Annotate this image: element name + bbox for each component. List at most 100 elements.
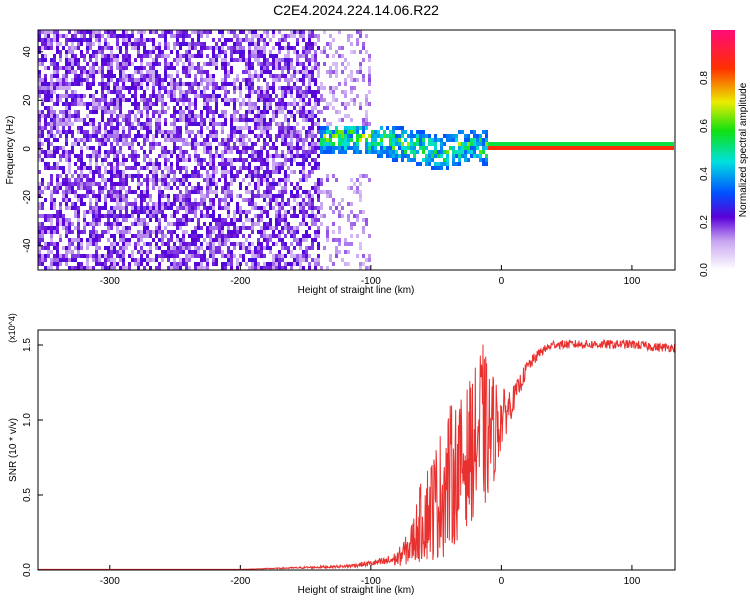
spectrogram-cell bbox=[68, 126, 71, 130]
spectrogram-cell bbox=[110, 178, 113, 182]
spectrogram-cell bbox=[302, 258, 305, 262]
spectrogram-cell bbox=[149, 130, 152, 134]
spectrogram-cell bbox=[263, 30, 266, 34]
spectrogram-cell bbox=[41, 214, 44, 218]
spectrogram-cell bbox=[98, 42, 101, 46]
spectrogram-cell bbox=[176, 250, 179, 254]
spectrogram-cell bbox=[557, 146, 560, 150]
spectrogram-cell bbox=[56, 226, 59, 230]
spectrogram-cell bbox=[341, 206, 344, 210]
spectrogram-cell bbox=[266, 238, 269, 242]
spectrogram-cell bbox=[194, 90, 197, 94]
spectrogram-cell bbox=[287, 110, 290, 114]
spectrogram-cell bbox=[158, 166, 161, 170]
spectrogram-cell bbox=[278, 206, 281, 210]
spectrogram-cell bbox=[359, 138, 362, 142]
spectrogram-cell bbox=[122, 234, 125, 238]
spectrogram-cell bbox=[80, 178, 83, 182]
spectrogram-cell bbox=[173, 242, 176, 246]
spectrogram-cell bbox=[323, 150, 326, 154]
spectrogram-cell bbox=[569, 142, 572, 146]
spectrogram-cell bbox=[203, 30, 206, 34]
spectrogram-cell bbox=[305, 250, 308, 254]
spectrogram-cell bbox=[125, 158, 128, 162]
spectrogram-cell bbox=[50, 46, 53, 50]
spectrogram-cell bbox=[278, 106, 281, 110]
spectrogram-cell bbox=[95, 262, 98, 266]
spectrogram-cell bbox=[116, 58, 119, 62]
spectrogram-cell bbox=[548, 142, 551, 146]
spectrogram-cell bbox=[107, 90, 110, 94]
spectrogram-cell bbox=[137, 78, 140, 82]
spectrogram-cell bbox=[104, 266, 107, 270]
spectrogram-cell bbox=[137, 30, 140, 34]
spectrogram-cell bbox=[188, 118, 191, 122]
spectrogram-cell bbox=[101, 50, 104, 54]
spectrogram-cell bbox=[425, 146, 428, 150]
spectrogram-cell bbox=[200, 122, 203, 126]
spectrogram-cell bbox=[104, 154, 107, 158]
spectrogram-cell bbox=[287, 70, 290, 74]
spectrogram-cell bbox=[398, 142, 401, 146]
spectrogram-cell bbox=[44, 246, 47, 250]
spectrogram-cell bbox=[56, 70, 59, 74]
spectrogram-cell bbox=[407, 146, 410, 150]
spectrogram-cell bbox=[206, 106, 209, 110]
spectrogram-cell bbox=[263, 42, 266, 46]
spectrogram-cell bbox=[248, 162, 251, 166]
spectrogram-cell bbox=[83, 54, 86, 58]
spectrogram-cell bbox=[170, 254, 173, 258]
spectrogram-cell bbox=[452, 150, 455, 154]
spectrogram-cell bbox=[281, 266, 284, 270]
spectrogram-cell bbox=[251, 34, 254, 38]
spectrogram-cell bbox=[332, 86, 335, 90]
spectrogram-cell bbox=[92, 130, 95, 134]
spectrogram-cell bbox=[431, 154, 434, 158]
spectrogram-cell bbox=[233, 110, 236, 114]
spectrogram-cell bbox=[203, 70, 206, 74]
spectrogram-cell bbox=[170, 186, 173, 190]
spectrogram-cell bbox=[392, 154, 395, 158]
spectrogram-cell bbox=[302, 30, 305, 34]
spectrogram-cell bbox=[113, 258, 116, 262]
spectrogram-cell bbox=[179, 54, 182, 58]
spectrogram-cell bbox=[251, 54, 254, 58]
spectrogram-cell bbox=[242, 98, 245, 102]
spectrogram-cell bbox=[59, 110, 62, 114]
spectrogram-cell bbox=[278, 130, 281, 134]
spectrogram-cell bbox=[290, 58, 293, 62]
spectrogram-cell bbox=[224, 262, 227, 266]
spectrogram-cell bbox=[113, 210, 116, 214]
spectrogram-cell bbox=[212, 114, 215, 118]
spectrogram-cell bbox=[152, 38, 155, 42]
spectrogram-cell bbox=[236, 130, 239, 134]
spectrogram-cell bbox=[473, 142, 476, 146]
spectrogram-cell bbox=[146, 54, 149, 58]
spectrogram-cell bbox=[206, 138, 209, 142]
spectrogram-cell bbox=[200, 242, 203, 246]
spectrogram-cell bbox=[353, 130, 356, 134]
spectrogram-cell bbox=[443, 150, 446, 154]
spectrogram-cell bbox=[272, 146, 275, 150]
spectrogram-cell bbox=[338, 210, 341, 214]
spectrogram-cell bbox=[77, 218, 80, 222]
spectrogram-cell bbox=[296, 242, 299, 246]
spectrogram-cell bbox=[311, 118, 314, 122]
spectrogram-cell bbox=[185, 54, 188, 58]
spectrogram-cell bbox=[227, 202, 230, 206]
spectrogram-cell bbox=[389, 146, 392, 150]
spectrogram-cell bbox=[359, 174, 362, 178]
spectrogram-cell bbox=[221, 30, 224, 34]
spectrogram-cell bbox=[293, 262, 296, 266]
spectrogram-cell bbox=[296, 194, 299, 198]
spectrogram-cell bbox=[335, 250, 338, 254]
spectrogram-cell bbox=[74, 178, 77, 182]
spectrogram-cell bbox=[119, 162, 122, 166]
spectrogram-cell bbox=[86, 82, 89, 86]
spectrogram-cell bbox=[83, 94, 86, 98]
spectrogram-cell bbox=[344, 58, 347, 62]
spectrogram-cell bbox=[194, 170, 197, 174]
spectrogram-cell bbox=[158, 198, 161, 202]
spectrogram-cell bbox=[287, 134, 290, 138]
spectrogram-cell bbox=[89, 198, 92, 202]
